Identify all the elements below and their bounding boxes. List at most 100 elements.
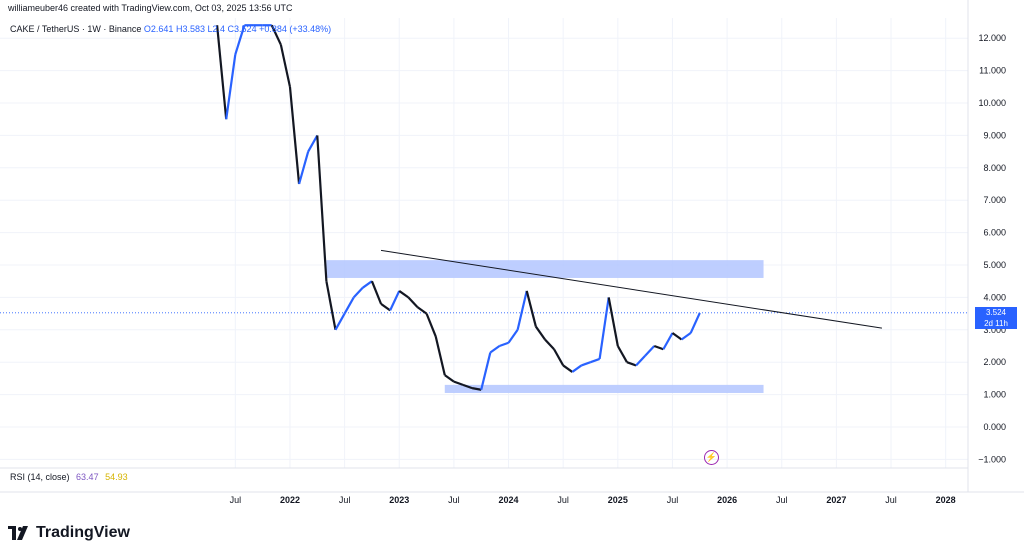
x-tick-label: 2028: [936, 495, 956, 505]
price-segment: [352, 286, 364, 299]
price-segment: [307, 134, 319, 153]
price-series: [216, 24, 701, 391]
x-tick-label: 2027: [826, 495, 846, 505]
price-segment: [416, 306, 428, 315]
price-segment: [325, 280, 337, 331]
x-tick-label: Jul: [776, 495, 788, 505]
price-segment: [489, 345, 501, 354]
price-segment: [334, 313, 346, 331]
rsi-ma-value: 54.93: [105, 472, 128, 482]
price-segment: [607, 297, 619, 347]
price-segment: [644, 345, 656, 357]
y-tick-label: 10.000: [978, 98, 1006, 108]
y-tick-label: −1.000: [978, 454, 1006, 464]
x-tick-label: 2026: [717, 495, 737, 505]
price-segment: [525, 290, 537, 327]
y-tick-label: 4.000: [983, 292, 1006, 302]
price-zone: [326, 260, 764, 278]
price-segment: [499, 341, 509, 348]
price-segment: [425, 313, 437, 337]
x-tick-label: Jul: [448, 495, 460, 505]
price-segment: [534, 325, 546, 341]
symbol-label: CAKE / TetherUS · 1W · Binance: [10, 24, 142, 34]
x-tick-label: Jul: [557, 495, 569, 505]
price-segment: [581, 361, 591, 367]
trendline: [380, 249, 883, 329]
price-segment: [398, 290, 409, 299]
x-tick-label: 2024: [499, 495, 519, 505]
price-segment: [453, 380, 464, 386]
y-tick-label: 9.000: [983, 130, 1006, 140]
rsi-legend[interactable]: RSI (14, close) 63.47 54.93: [10, 472, 128, 482]
y-tick-label: 11.000: [979, 66, 1006, 76]
chart-caption: williameuber46 created with TradingView.…: [8, 3, 293, 13]
price-segment: [370, 280, 383, 305]
tradingview-brand[interactable]: TradingView: [8, 521, 130, 545]
x-tick-label: Jul: [339, 495, 351, 505]
close-value: C3.524: [227, 24, 257, 34]
y-tick-label: 1.000: [983, 390, 1006, 400]
price-segment: [216, 25, 228, 120]
x-tick-label: Jul: [230, 495, 242, 505]
last-price-badge: 3.524 2d 11h: [975, 307, 1017, 329]
price-segment: [689, 312, 701, 334]
price-segment: [407, 296, 419, 308]
change-value: +0.884 (+33.48%): [259, 24, 332, 34]
bar-countdown: 2d 11h: [984, 319, 1008, 328]
x-axis: Jul 2022 Jul 2023 Jul 2024 Jul 2025 Jul 2026 Jul 20…: [0, 467, 1024, 505]
chart-grid: [0, 18, 968, 468]
resistance-trendline: [380, 249, 883, 329]
price-segment: [653, 344, 664, 351]
price-segment: [234, 24, 246, 55]
brand-name: TradingView: [36, 524, 130, 541]
price-segment: [389, 290, 401, 311]
price-segment: [380, 302, 391, 312]
price-segment: [544, 338, 555, 350]
lightning-icon[interactable]: ⚡: [704, 450, 719, 465]
y-tick-label: 7.000: [983, 195, 1006, 205]
price-zone: [444, 384, 764, 393]
price-segment: [288, 86, 301, 185]
x-tick-label: 2025: [608, 495, 628, 505]
x-tick-label: Jul: [885, 495, 897, 505]
price-segment: [553, 348, 565, 366]
price-segment: [444, 374, 455, 383]
tradingview-logo-icon: [8, 526, 28, 540]
open-value: O2.641: [143, 24, 174, 34]
y-tick-label: 5.000: [983, 260, 1006, 270]
last-price: 3.524: [985, 308, 1007, 317]
y-tick-label: 12.000: [978, 33, 1006, 43]
price-segment: [279, 44, 292, 88]
price-segment: [571, 364, 583, 373]
y-tick-label: 3.000: [983, 325, 1006, 335]
price-segment: [616, 345, 628, 363]
x-tick-label: Jul: [667, 495, 679, 505]
y-tick-label: 8.000: [983, 163, 1006, 173]
price-segment: [480, 352, 492, 391]
price-segment: [298, 151, 310, 185]
price-segment: [562, 364, 573, 373]
price-segment: [507, 329, 519, 344]
rsi-value: 63.47: [76, 472, 99, 482]
price-segment: [671, 332, 683, 341]
y-axis: 12.000 11.000 10.000 9.000 8.000 7.000 6.000 5.…: [967, 0, 1006, 492]
price-segment: [434, 336, 446, 376]
price-segment: [462, 383, 473, 390]
price-segment: [662, 332, 674, 350]
y-tick-label: 2.000: [983, 357, 1006, 367]
high-value: H3.583: [175, 24, 205, 34]
price-segment: [471, 387, 482, 391]
price-segment: [270, 24, 282, 46]
symbol-legend: CAKE / TetherUS · 1W · Binance O2.641 H3…: [10, 24, 331, 34]
y-tick-label: 0.000: [983, 422, 1006, 432]
price-segment: [362, 280, 373, 289]
price-segment: [316, 135, 328, 282]
price-segment: [626, 361, 637, 367]
price-segment: [635, 354, 646, 367]
price-segment: [590, 357, 600, 364]
x-tick-label: 2023: [389, 495, 409, 505]
price-segment: [598, 297, 610, 360]
price-segment: [516, 290, 528, 331]
low-value: L2.4: [207, 24, 226, 34]
